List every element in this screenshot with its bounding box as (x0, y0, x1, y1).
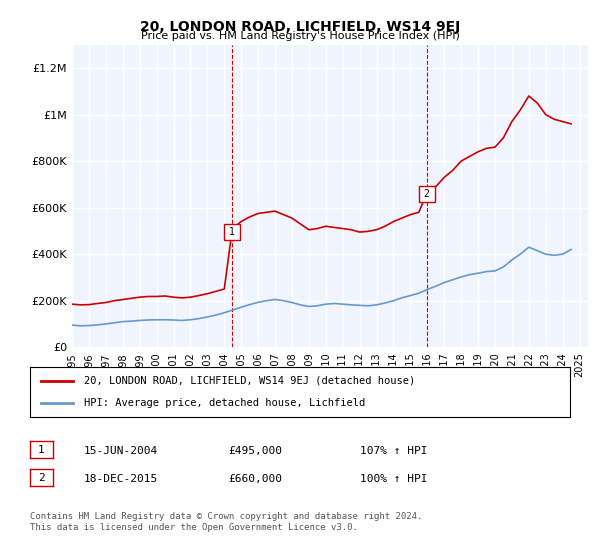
Text: 2: 2 (38, 473, 45, 483)
Text: Price paid vs. HM Land Registry's House Price Index (HPI): Price paid vs. HM Land Registry's House … (140, 31, 460, 41)
Text: 1: 1 (38, 445, 45, 455)
Text: 15-JUN-2004: 15-JUN-2004 (84, 446, 158, 456)
Text: 20, LONDON ROAD, LICHFIELD, WS14 9EJ: 20, LONDON ROAD, LICHFIELD, WS14 9EJ (140, 20, 460, 34)
Text: 18-DEC-2015: 18-DEC-2015 (84, 474, 158, 484)
Text: 1: 1 (229, 227, 235, 237)
Text: 20, LONDON ROAD, LICHFIELD, WS14 9EJ (detached house): 20, LONDON ROAD, LICHFIELD, WS14 9EJ (de… (84, 376, 415, 386)
Text: HPI: Average price, detached house, Lichfield: HPI: Average price, detached house, Lich… (84, 398, 365, 408)
Text: 100% ↑ HPI: 100% ↑ HPI (360, 474, 427, 484)
Text: £495,000: £495,000 (228, 446, 282, 456)
Text: Contains HM Land Registry data © Crown copyright and database right 2024.
This d: Contains HM Land Registry data © Crown c… (30, 512, 422, 532)
Text: 2: 2 (424, 189, 430, 199)
Text: 107% ↑ HPI: 107% ↑ HPI (360, 446, 427, 456)
Text: £660,000: £660,000 (228, 474, 282, 484)
